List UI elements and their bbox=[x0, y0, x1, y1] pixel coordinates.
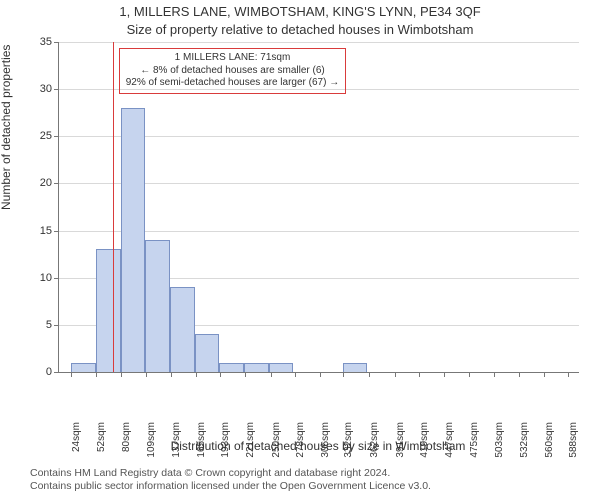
annotation-box: 1 MILLERS LANE: 71sqm ← 8% of detached h… bbox=[119, 48, 346, 94]
histogram-bar bbox=[244, 363, 269, 372]
ytick-mark bbox=[54, 136, 59, 137]
xtick-mark bbox=[146, 372, 147, 377]
histogram-bar bbox=[71, 363, 96, 372]
xtick-mark bbox=[469, 372, 470, 377]
histogram-bar bbox=[269, 363, 294, 372]
chart-title: Size of property relative to detached ho… bbox=[0, 22, 600, 37]
xtick-mark bbox=[295, 372, 296, 377]
ytick-label: 15 bbox=[28, 225, 52, 237]
histogram-bar bbox=[343, 363, 368, 372]
footer-attribution: Contains HM Land Registry data © Crown c… bbox=[30, 467, 431, 494]
ytick-label: 20 bbox=[28, 177, 52, 189]
histogram-bar bbox=[121, 108, 146, 372]
annotation-line-3: 92% of semi-detached houses are larger (… bbox=[126, 77, 339, 90]
xtick-mark bbox=[196, 372, 197, 377]
ytick-mark bbox=[54, 231, 59, 232]
ytick-mark bbox=[54, 183, 59, 184]
chart-supertitle: 1, MILLERS LANE, WIMBOTSHAM, KING'S LYNN… bbox=[0, 4, 600, 19]
xtick-mark bbox=[519, 372, 520, 377]
annotation-line-2: ← 8% of detached houses are smaller (6) bbox=[126, 65, 339, 78]
ytick-mark bbox=[54, 278, 59, 279]
xtick-mark bbox=[320, 372, 321, 377]
xtick-mark bbox=[71, 372, 72, 377]
reference-line bbox=[113, 42, 114, 372]
ytick-label: 5 bbox=[28, 319, 52, 331]
xtick-mark bbox=[171, 372, 172, 377]
ytick-label: 35 bbox=[28, 36, 52, 48]
y-axis-label: Number of detached properties bbox=[0, 45, 13, 210]
ytick-mark bbox=[54, 372, 59, 373]
histogram-bar bbox=[170, 287, 195, 372]
ytick-mark bbox=[54, 325, 59, 326]
xtick-mark bbox=[568, 372, 569, 377]
ytick-label: 0 bbox=[28, 366, 52, 378]
xtick-mark bbox=[96, 372, 97, 377]
xtick-mark bbox=[395, 372, 396, 377]
xtick-mark bbox=[220, 372, 221, 377]
annotation-line-1: 1 MILLERS LANE: 71sqm bbox=[126, 52, 339, 65]
footer-line-2: Contains public sector information licen… bbox=[30, 480, 431, 494]
xtick-mark bbox=[245, 372, 246, 377]
xtick-mark bbox=[121, 372, 122, 377]
xtick-mark bbox=[544, 372, 545, 377]
ytick-label: 25 bbox=[28, 130, 52, 142]
footer-line-1: Contains HM Land Registry data © Crown c… bbox=[30, 467, 431, 481]
histogram-bar bbox=[195, 334, 220, 372]
xtick-mark bbox=[494, 372, 495, 377]
xtick-mark bbox=[343, 372, 344, 377]
xtick-mark bbox=[444, 372, 445, 377]
ytick-mark bbox=[54, 42, 59, 43]
xtick-mark bbox=[369, 372, 370, 377]
histogram-bar bbox=[96, 249, 121, 372]
xtick-mark bbox=[271, 372, 272, 377]
gridline-h bbox=[59, 42, 579, 43]
histogram-bar bbox=[145, 240, 170, 372]
ytick-label: 30 bbox=[28, 83, 52, 95]
histogram-bar bbox=[219, 363, 244, 372]
plot-area: 1 MILLERS LANE: 71sqm ← 8% of detached h… bbox=[58, 42, 579, 373]
xtick-mark bbox=[419, 372, 420, 377]
ytick-label: 10 bbox=[28, 272, 52, 284]
ytick-mark bbox=[54, 89, 59, 90]
